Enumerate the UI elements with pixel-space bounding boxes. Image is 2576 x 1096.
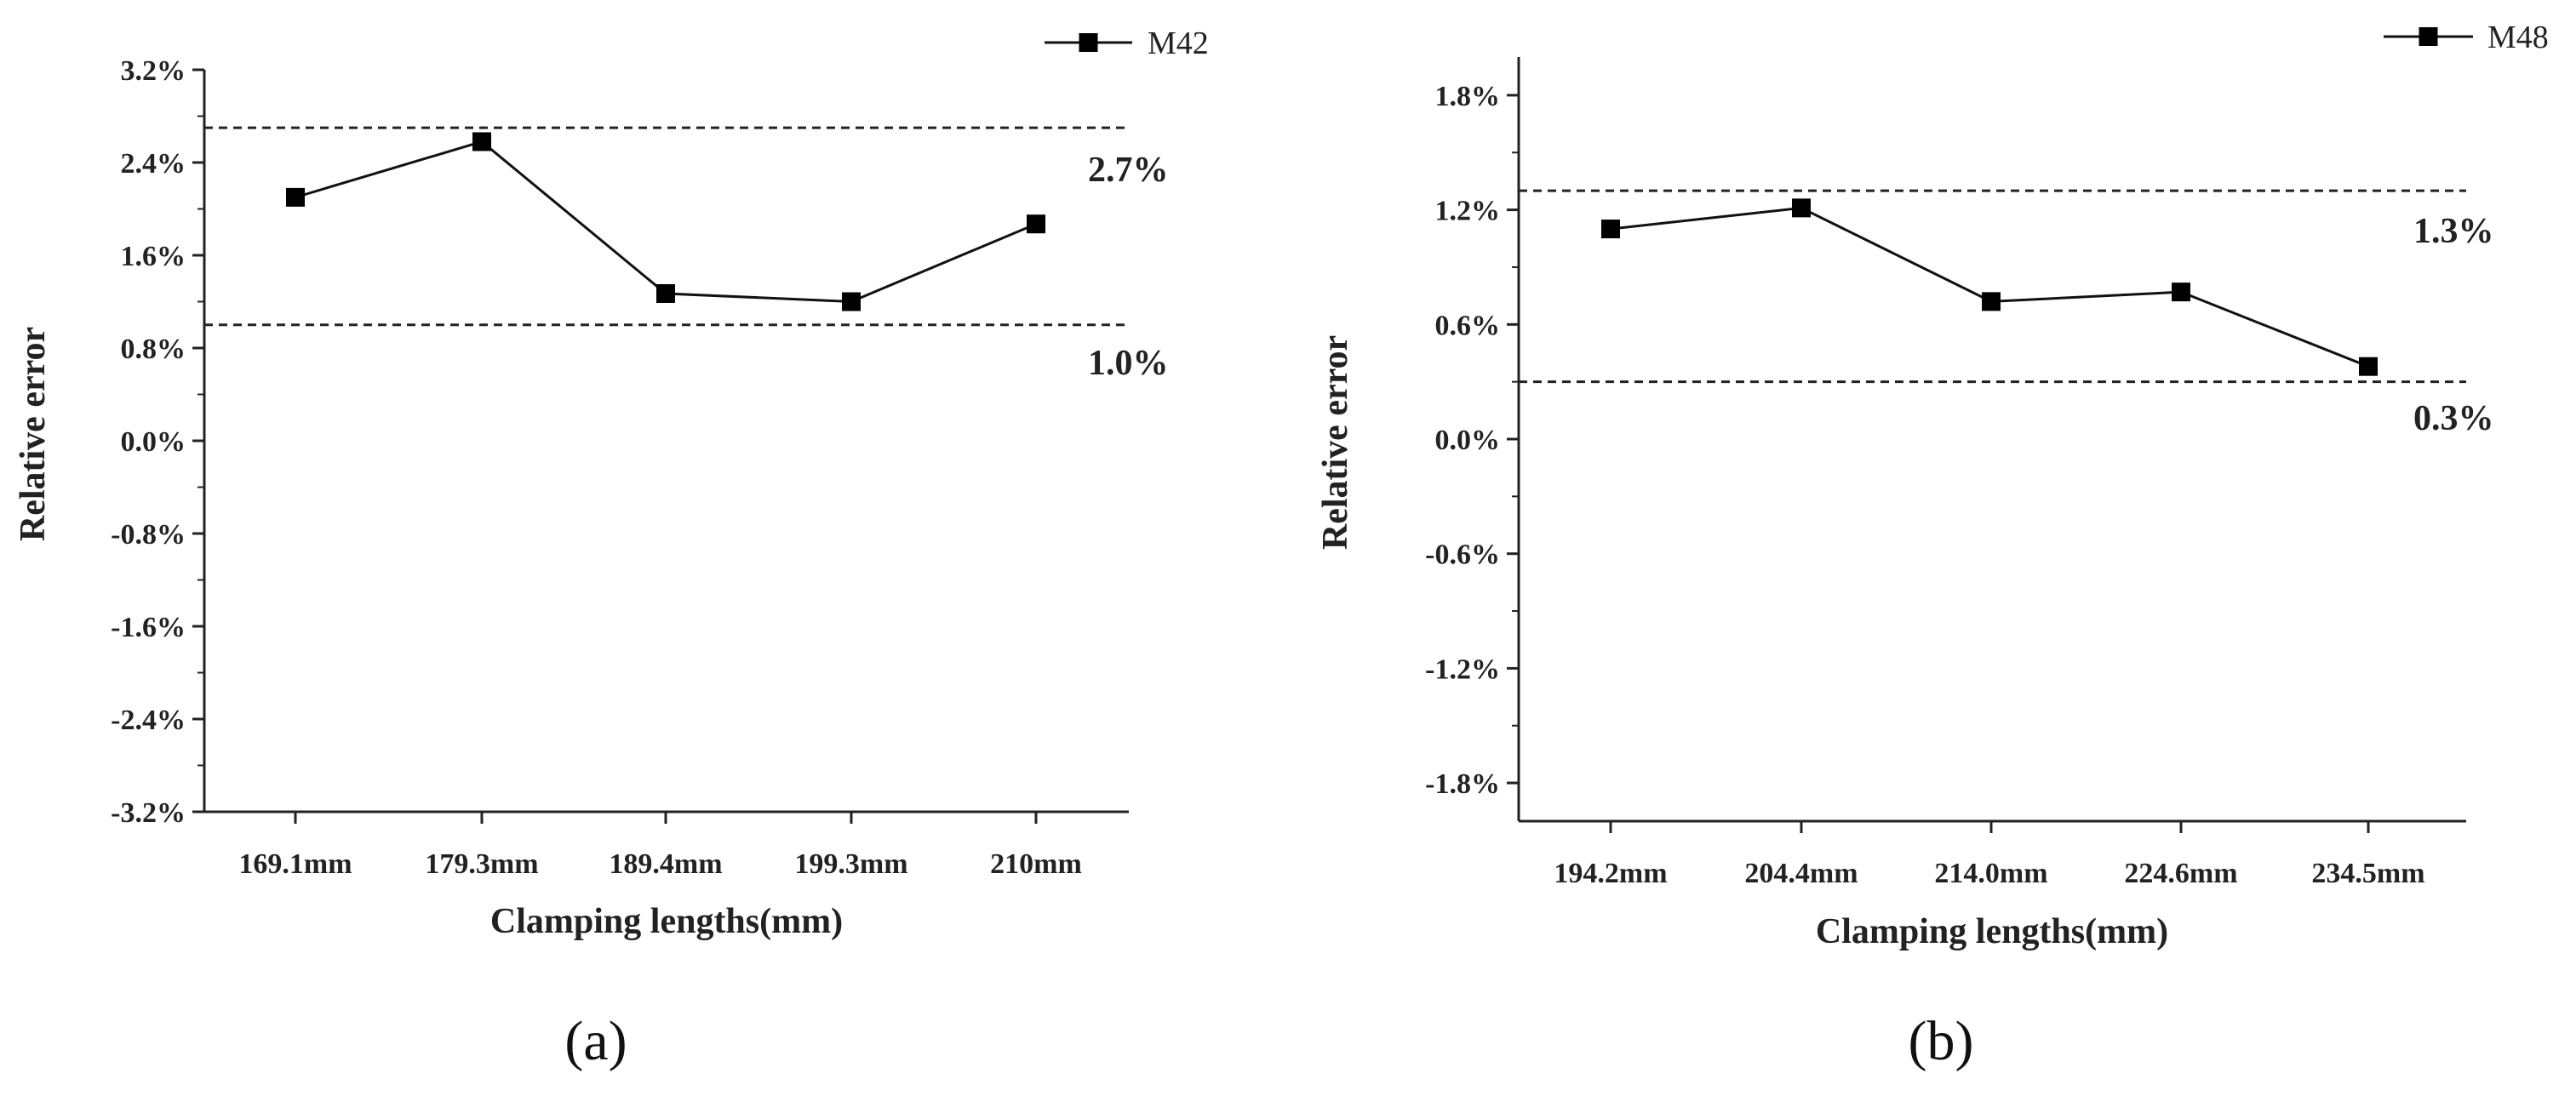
- y-tick-label: -2.4%: [111, 705, 186, 736]
- x-tick-label: 214.0mm: [1934, 858, 2047, 889]
- x-tick-label: 234.5mm: [2311, 858, 2424, 889]
- y-tick-label: 0.0%: [121, 426, 186, 458]
- x-axis-title: Clamping lengths(mm): [1816, 912, 2168, 951]
- y-tick-label: -1.6%: [111, 612, 186, 643]
- legend-marker: [1079, 33, 1098, 52]
- chart-panel-a: 3.2% 2.4% 1.6% 0.8% 0.0% -0.8% -1.6% -2.4% -3.2%…: [14, 26, 1209, 1072]
- x-tick-label: 169.1mm: [238, 848, 352, 880]
- x-tick-label: 199.3mm: [794, 848, 907, 880]
- data-point: [1792, 198, 1811, 218]
- data-point: [2359, 357, 2378, 376]
- panel-label: (b): [1909, 1010, 1974, 1072]
- y-tick-label: -3.2%: [111, 797, 186, 829]
- data-point: [472, 132, 491, 151]
- x-tick-label: 189.4mm: [609, 848, 722, 880]
- y-tick-label: -1.8%: [1425, 768, 1500, 800]
- x-tick-label: 210mm: [990, 848, 1082, 880]
- x-axis-title: Clamping lengths(mm): [490, 902, 843, 941]
- data-point: [2172, 283, 2190, 302]
- y-tick-label: 1.6%: [121, 241, 186, 272]
- y-axis-title: Relative error: [14, 327, 53, 541]
- legend-label: M48: [2487, 20, 2549, 55]
- series-line: [295, 140, 1037, 304]
- y-tick-label: -0.8%: [111, 519, 186, 551]
- x-tick-label: 179.3mm: [425, 848, 538, 880]
- data-point: [1027, 214, 1045, 234]
- panel-label: (a): [564, 1010, 627, 1072]
- data-point: [656, 283, 675, 303]
- y-tick-label: -1.2%: [1425, 654, 1500, 685]
- chart-panel-b: 1.8% 1.2% 0.6% 0.0% -0.6% -1.2% -1.8% 194.2mm 20…: [1316, 20, 2549, 1072]
- y-tick-label: 2.4%: [121, 148, 186, 180]
- legend-marker: [2419, 27, 2438, 46]
- y-tick-label: 0.6%: [1435, 310, 1501, 341]
- series-line: [1610, 206, 2369, 368]
- y-tick-label: 1.2%: [1435, 196, 1501, 227]
- reference-label: 0.3%: [2413, 399, 2494, 438]
- y-tick-label: 3.2%: [121, 55, 186, 87]
- reference-label: 2.7%: [1088, 151, 1169, 190]
- y-tick-label: -0.6%: [1425, 539, 1500, 571]
- data-point: [1982, 292, 2001, 311]
- data-point: [286, 187, 305, 207]
- x-tick-label: 204.4mm: [1744, 858, 1858, 889]
- data-point: [1601, 220, 1620, 239]
- y-tick-label: 0.8%: [121, 334, 186, 365]
- reference-label: 1.3%: [2413, 212, 2494, 251]
- x-tick-label: 224.6mm: [2124, 858, 2237, 889]
- y-axis-title: Relative error: [1316, 335, 1355, 550]
- data-point: [842, 292, 861, 311]
- y-tick-label: 1.8%: [1435, 81, 1501, 112]
- legend-label: M42: [1148, 26, 1209, 61]
- x-tick-label: 194.2mm: [1554, 858, 1667, 889]
- reference-label: 1.0%: [1088, 344, 1169, 383]
- y-tick-label: 0.0%: [1435, 425, 1501, 456]
